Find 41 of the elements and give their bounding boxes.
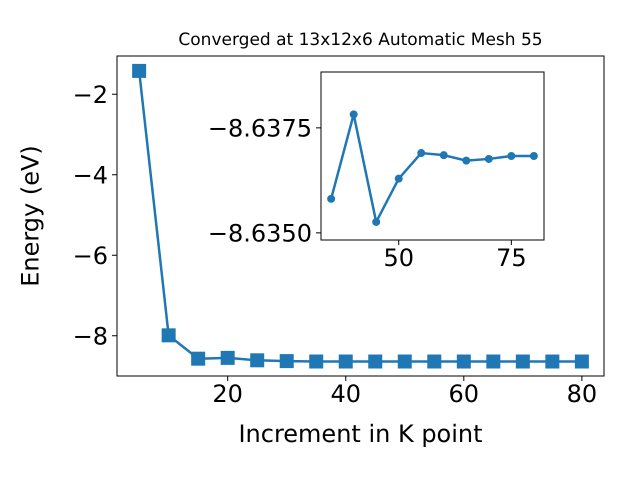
point [417,149,426,158]
point [484,154,493,163]
point [456,354,471,369]
point [507,152,516,160]
y-axis-title: Energy (eV) [16,145,45,287]
point [191,352,206,366]
point [516,354,530,369]
y-tick-label: −2 [72,80,108,109]
point [574,354,589,369]
chart-title: Converged at 13x12x6 Automatic Mesh 55 [177,30,544,50]
x-tick-label: 50 [383,244,414,272]
point [162,328,176,342]
x-tick-label: 80 [566,380,598,408]
x-tick-label: 75 [496,244,527,272]
point [350,110,358,118]
point [280,354,294,368]
point [427,354,442,369]
x-tick-label: 20 [212,380,243,408]
point [338,354,353,369]
point [398,354,412,369]
point [309,354,324,369]
y-tick-label: −6 [72,242,108,270]
y-tick-label: −8 [72,322,108,350]
point [486,354,500,369]
y-tick-label: −4 [72,161,108,190]
y-tick-label: −8.6375 [208,114,312,142]
x-axis-title: Increment in K point [238,420,483,448]
x-tick-label: 40 [330,380,362,408]
point [372,218,380,226]
x-tick-label: 60 [448,380,480,408]
point [530,152,538,160]
point [220,350,235,365]
point [327,194,336,203]
point [394,174,403,183]
y-tick-label: −8.6350 [208,219,312,248]
point [132,64,146,78]
point [440,151,448,160]
point [545,354,560,369]
point [462,156,470,165]
point [250,353,264,368]
point [368,354,382,369]
